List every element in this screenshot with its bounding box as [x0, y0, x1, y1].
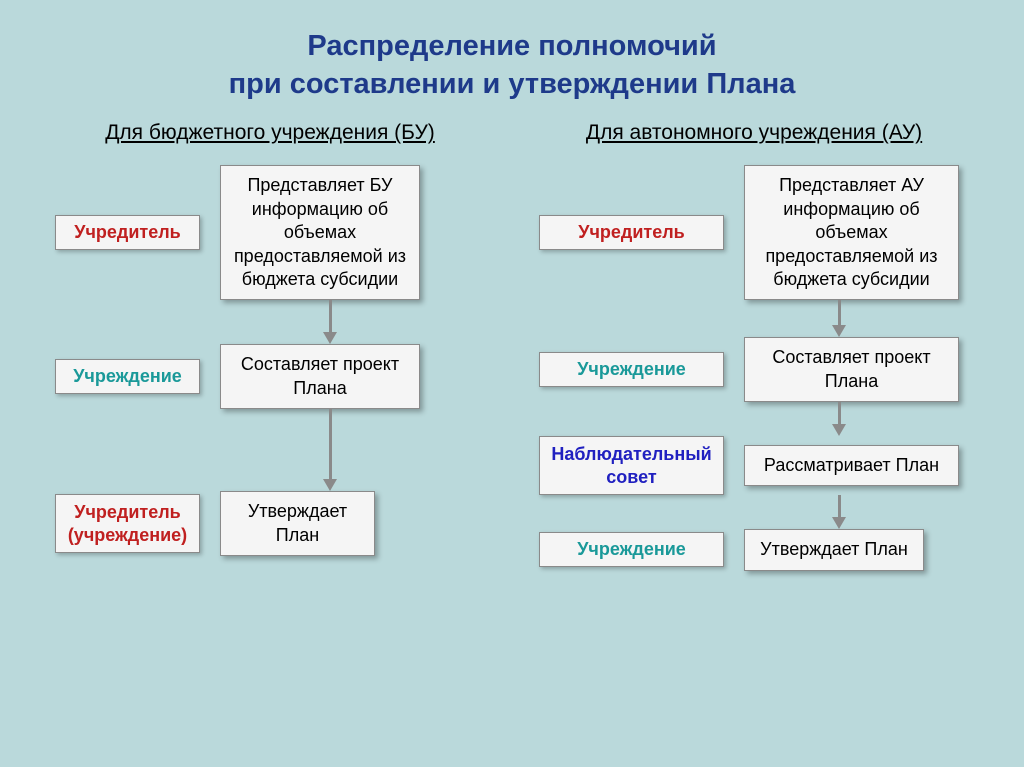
right-tag-1: Учреждение — [539, 352, 724, 387]
left-arrow-1 — [323, 409, 337, 491]
left-box-0: Представляет БУ информацию об объемах пр… — [220, 165, 420, 300]
right-subtitle: Для автономного учреждения (АУ) — [586, 121, 922, 145]
left-row-0: Учредитель Представляет БУ информацию об… — [55, 165, 485, 300]
right-column: Для автономного учреждения (АУ) Учредите… — [539, 121, 969, 570]
left-column: Для бюджетного учреждения (БУ) Учредител… — [55, 121, 485, 570]
right-arrow-2 — [832, 495, 846, 529]
left-box-1: Составляет проект Плана — [220, 344, 420, 409]
right-row-3: Учреждение Утверждает План — [539, 529, 969, 570]
right-row-2: Наблюдательный совет Рассматривает План — [539, 436, 969, 495]
title-line-2: при составлении и утверждении Плана — [229, 68, 796, 100]
right-box-2: Рассматривает План — [744, 445, 959, 486]
left-arrow-0 — [323, 300, 337, 344]
right-row-1: Учреждение Составляет проект Плана — [539, 337, 969, 402]
page-title: Распределение полномочий при составлении… — [0, 0, 1024, 103]
right-tag-3: Учреждение — [539, 532, 724, 567]
right-arrow-0 — [832, 300, 846, 337]
title-line-1: Распределение полномочий — [307, 30, 716, 62]
left-tag-0: Учредитель — [55, 215, 200, 250]
left-row-2: Учредитель (учреждение) Утверждает План — [55, 491, 485, 556]
right-box-1: Составляет проект Плана — [744, 337, 959, 402]
left-row-1: Учреждение Составляет проект Плана — [55, 344, 485, 409]
right-tag-2: Наблюдательный совет — [539, 436, 724, 495]
left-subtitle: Для бюджетного учреждения (БУ) — [105, 121, 435, 145]
right-box-3: Утверждает План — [744, 529, 924, 570]
columns-container: Для бюджетного учреждения (БУ) Учредител… — [0, 121, 1024, 570]
right-row-0: Учредитель Представляет АУ информацию об… — [539, 165, 969, 300]
right-box-0: Представляет АУ информацию об объемах пр… — [744, 165, 959, 300]
left-box-2: Утверждает План — [220, 491, 375, 556]
left-tag-1: Учреждение — [55, 359, 200, 394]
right-tag-0: Учредитель — [539, 215, 724, 250]
left-tag-2: Учредитель (учреждение) — [55, 494, 200, 553]
right-arrow-1 — [832, 402, 846, 436]
